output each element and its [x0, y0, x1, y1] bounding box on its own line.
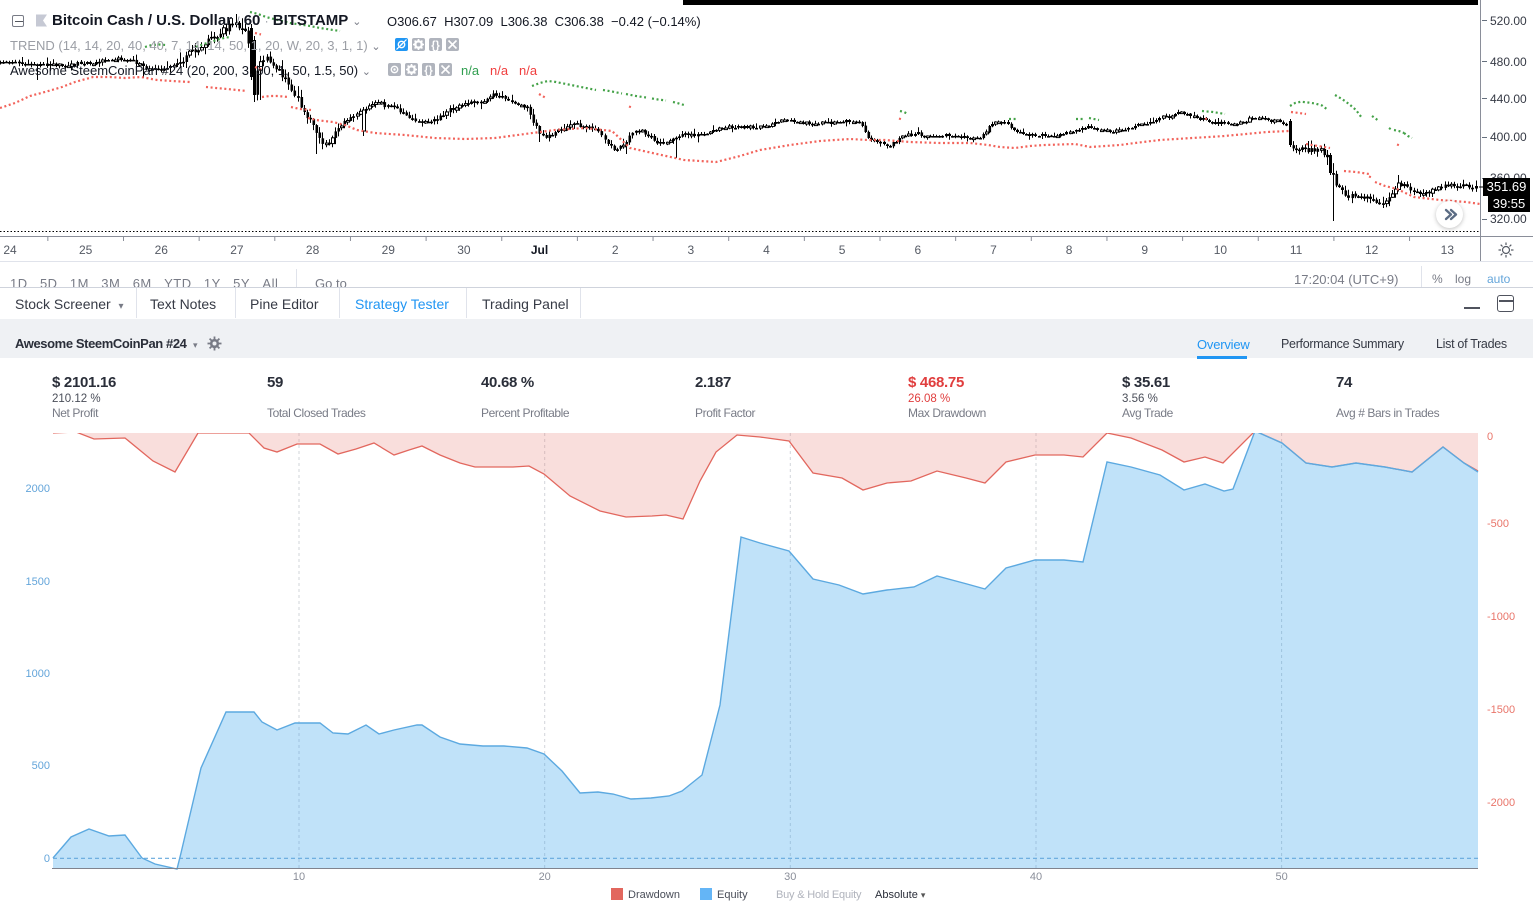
svg-text:{}: {}: [424, 65, 433, 77]
svg-text:{}: {}: [431, 40, 440, 52]
